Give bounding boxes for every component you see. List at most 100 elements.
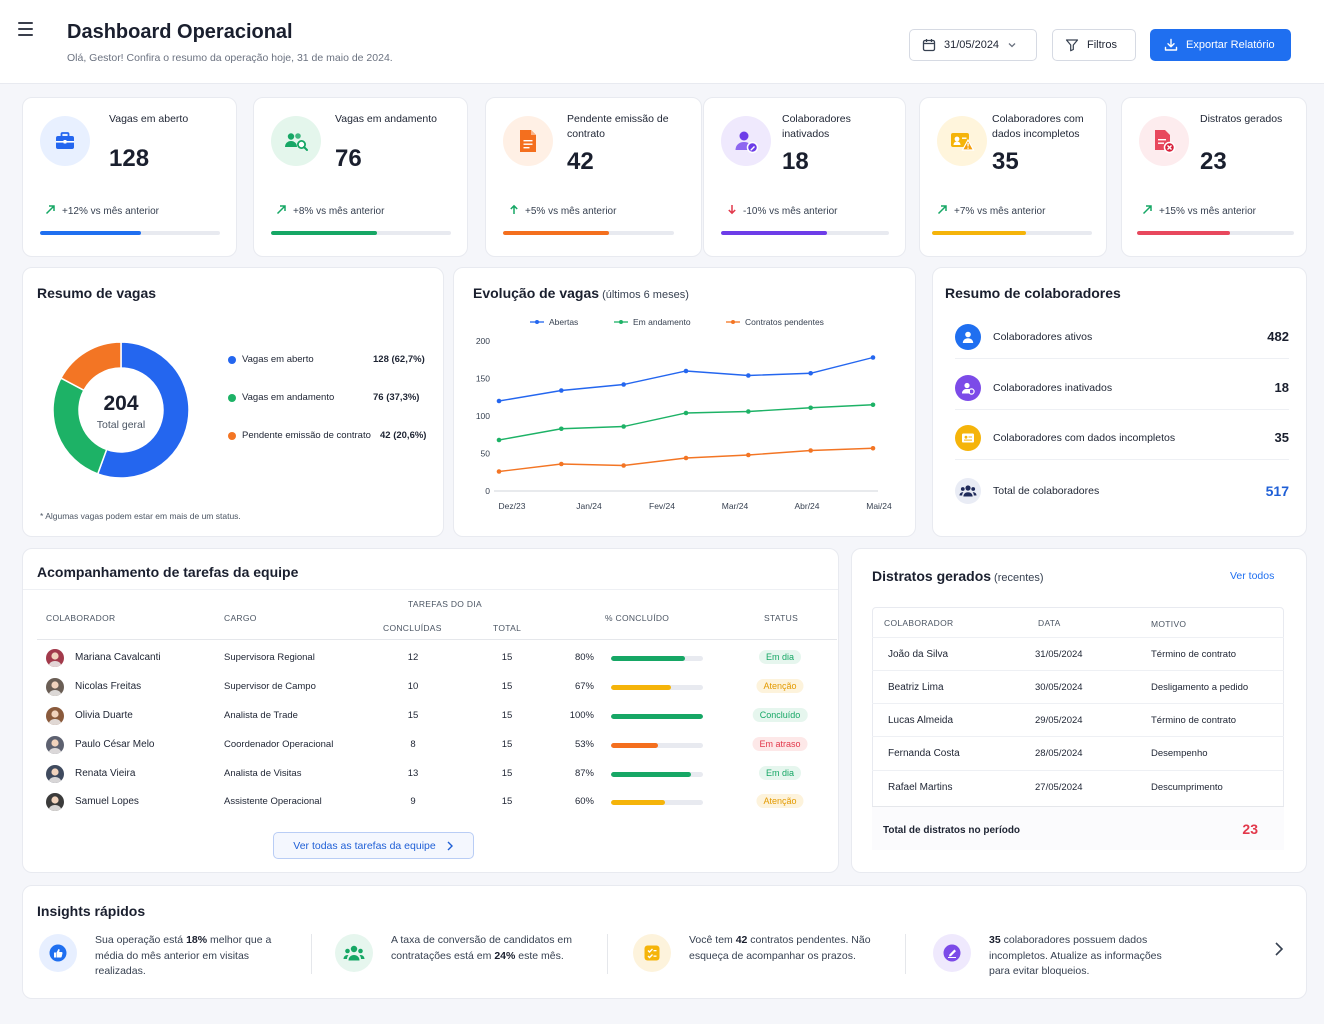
kpi-change: +5% vs mês anterior [509,204,616,218]
kpi-progress-bar [503,231,674,235]
data-point[interactable] [559,388,564,393]
date-picker-button[interactable]: 31/05/2024 [909,29,1037,61]
tarefas-title: Acompanhamento de tarefas da equipe [37,564,299,580]
kpi-card[interactable]: Colaboradores com dados incompletos 35 +7%… [919,97,1107,257]
x-tick-label: Jan/24 [576,501,602,511]
distrato-name: Rafael Martins [888,782,953,793]
progress-bar [611,743,703,748]
kpi-card[interactable]: Distratos gerados 23 +15% vs mês anterior [1121,97,1307,257]
table-row[interactable]: Fernanda Costa 28/05/2024 Desempenho [872,736,1284,769]
table-row[interactable]: João da Silva 31/05/2024 Término de contra… [872,637,1284,670]
colab-summary-label: Colaboradores inativados [993,381,1113,394]
kpi-change-text: +7% vs mês anterior [954,205,1046,217]
table-row[interactable]: Nicolas Freitas Supervisor de Campo 10 15 67… [37,673,837,702]
export-label: Exportar Relatório [1186,39,1275,51]
colab-summary-row[interactable]: Colaboradores ativos 482 [955,315,1289,359]
data-point[interactable] [496,437,502,443]
colab-summary-label: Total de colaboradores [993,485,1100,497]
th-d-colaborador: COLABORADOR [884,618,954,628]
data-point[interactable] [808,405,813,411]
colab-summary-row[interactable]: Colaboradores com dados incompletos 35 [955,416,1289,460]
calendar-icon [922,39,936,52]
table-row[interactable]: Samuel Lopes Assistente Operacional 9 15 60%… [37,788,837,817]
kpi-change-text: -10% vs mês anterior [743,205,838,217]
hamburger-menu-icon[interactable] [18,18,40,40]
data-point[interactable] [808,448,813,453]
table-row[interactable]: Beatriz Lima 30/05/2024 Desligamento a ped… [872,670,1284,703]
donut-slice[interactable] [59,341,122,392]
collaborator-name: Samuel Lopes [75,796,139,807]
chevron-right-icon [447,841,453,850]
series-line [498,404,874,441]
colab-summary-label: Colaboradores com dados incompletos [993,431,1176,444]
kpi-card[interactable]: Vagas em andamento 76 +8% vs mês anterior [253,97,468,257]
insight-highlight: 35 [989,934,1001,946]
chart-legend-item: Contratos pendentes [726,317,824,327]
legend-value: 42 (20,6%) [380,430,427,441]
th-total: TOTAL [493,623,522,633]
table-row[interactable]: Mariana Cavalcanti Supervisora Regional 12… [37,644,837,673]
export-report-button[interactable]: Exportar Relatório [1150,29,1291,61]
legend-label: Pendente emissão de contrato [242,430,371,441]
evolucao-vagas-card: Evolução de vagas (últimos 6 meses) Abert… [453,267,916,537]
data-point[interactable] [559,426,564,432]
page-subtitle: Olá, Gestor! Confira o resumo da operaçã… [67,52,393,64]
data-point[interactable] [621,463,626,468]
donut-slice[interactable] [96,341,190,479]
kpi-card[interactable]: Vagas em aberto 128 +12% vs mês anterior [22,97,237,257]
avatar [46,649,64,667]
kpi-card[interactable]: Colaboradores inativados 18 -10% vs mês an… [703,97,906,257]
page-title: Dashboard Operacional [67,21,293,43]
chevron-right-icon[interactable] [1273,941,1285,957]
trend-up-icon [276,204,287,218]
user-edit-icon [721,116,771,166]
status-badge: Concluído [752,708,808,722]
data-point[interactable] [746,373,751,378]
data-point[interactable] [683,410,689,416]
distratos-card: Distratos gerados (recentes) Ver todos CO… [851,548,1307,873]
data-point[interactable] [496,469,502,474]
kpi-value: 76 [335,145,362,172]
table-row[interactable]: Renata Vieira Analista de Visitas 13 15 87% E… [37,760,837,789]
ver-todas-tarefas-button[interactable]: Ver todas as tarefas da equipe [273,832,474,859]
donut-chart: 204 Total geral [52,341,190,479]
legend-label: Vagas em aberto [242,354,314,365]
kpi-progress-fill [1137,231,1230,235]
data-point[interactable] [808,370,813,376]
ver-todos-link[interactable]: Ver todos [1230,570,1275,582]
data-point[interactable] [870,402,876,408]
th-cargo: CARGO [224,613,257,623]
filters-button[interactable]: Filtros [1052,29,1136,61]
data-point[interactable] [746,409,751,414]
legend-value: 76 (37,3%) [373,392,420,403]
pct-done: 67% [574,681,594,692]
document-icon [503,116,553,166]
data-point[interactable] [746,452,751,458]
y-tick-label: 100 [476,411,490,421]
colab-summary-row[interactable]: Colaboradores inativados 18 [955,366,1289,410]
status-badge: Em dia [758,766,802,780]
data-point[interactable] [683,368,689,374]
data-point[interactable] [683,455,689,461]
chart-legend-label: Em andamento [633,317,691,327]
resumo-vagas-title: Resumo de vagas [37,285,157,301]
kpi-label: Pendente emissão de contrato [567,113,669,140]
download-icon [1164,38,1178,51]
kpi-value: 18 [782,148,809,175]
data-point[interactable] [559,461,564,467]
table-row[interactable]: Rafael Martins 27/05/2024 Descumprimento [872,770,1284,803]
data-point[interactable] [621,424,626,429]
trend-up-icon [1142,204,1153,218]
user-icon [955,323,981,350]
data-point[interactable] [870,445,876,451]
colab-summary-row[interactable]: Total de colaboradores 517 [955,469,1289,513]
data-point[interactable] [870,355,876,360]
table-row[interactable]: Olivia Duarte Analista de Trade 15 15 100% Co… [37,702,837,731]
distratos-total-row: Total de distratos no período 23 [872,806,1284,850]
data-point[interactable] [621,382,626,387]
table-row[interactable]: Paulo César Melo Coordenador Operacional 8… [37,731,837,760]
table-row[interactable]: Lucas Almeida 29/05/2024 Término de contra… [872,703,1284,736]
kpi-card[interactable]: Pendente emissão de contrato 42 +5% vs mês… [485,97,702,257]
id-card-icon [955,424,981,451]
data-point[interactable] [496,398,502,404]
